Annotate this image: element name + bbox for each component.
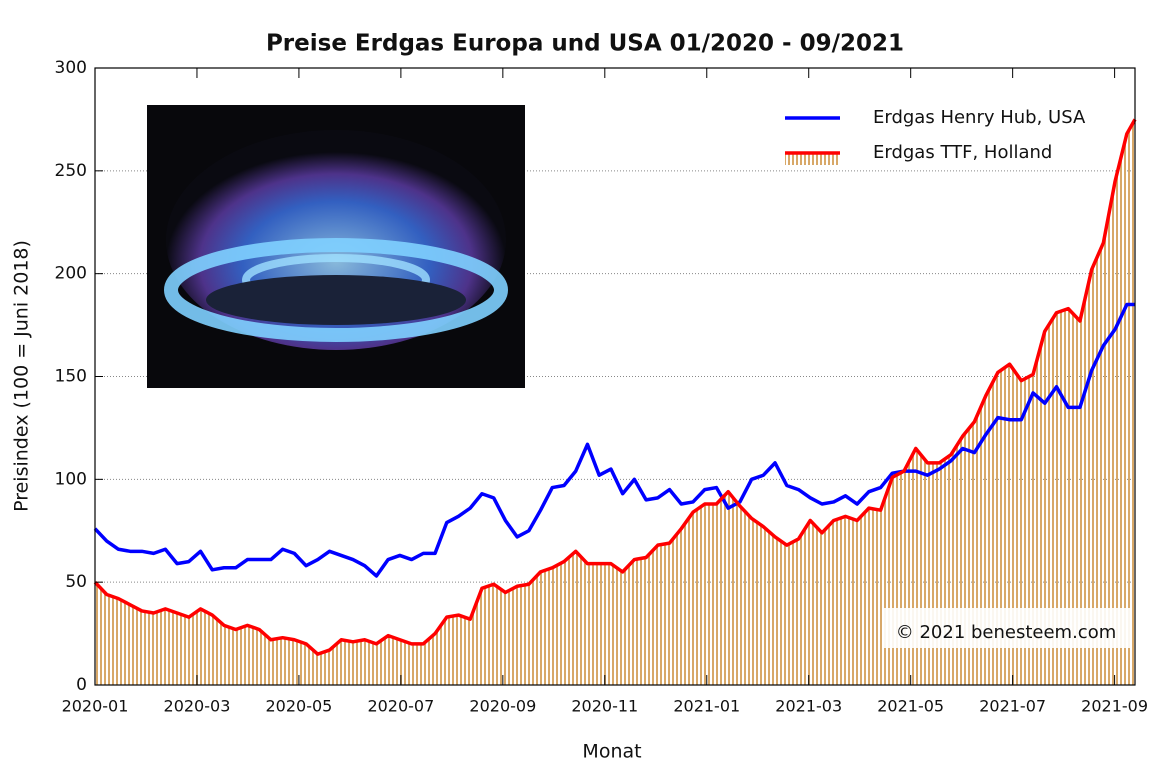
x-tick-label: 2021-01	[673, 697, 740, 716]
x-tick-label: 2020-05	[265, 697, 332, 716]
y-tick-label: 50	[65, 572, 87, 592]
x-tick-label: 2020-01	[62, 697, 129, 716]
area	[95, 119, 1135, 685]
x-tick-label: 2020-07	[367, 697, 434, 716]
y-tick-label: 0	[76, 675, 87, 695]
flame-photo	[147, 105, 525, 388]
legend-swatch-fill	[785, 153, 840, 165]
legend-label: Erdgas TTF, Holland	[873, 142, 1052, 163]
y-tick-label: 150	[55, 367, 87, 387]
y-tick-label: 300	[55, 58, 87, 78]
chart-title: Preise Erdgas Europa und USA 01/2020 - 0…	[266, 31, 904, 57]
x-tick-label: 2020-03	[164, 697, 231, 716]
y-tick-label: 200	[55, 264, 87, 284]
line	[93, 302, 1135, 578]
legend-label: Erdgas Henry Hub, USA	[873, 107, 1086, 128]
x-axis-label: Monat	[582, 741, 641, 763]
y-axis-label: Preisindex (100 = Juni 2018)	[11, 240, 33, 512]
x-tick-label: 2021-09	[1081, 697, 1148, 716]
x-tick-label: 2021-05	[877, 697, 944, 716]
annotation: © 2021 benesteem.com	[896, 622, 1117, 643]
line	[93, 118, 1137, 656]
y-tick-label: 250	[55, 161, 87, 181]
y-tick-label: 100	[55, 469, 87, 489]
x-tick-label: 2020-09	[469, 697, 536, 716]
x-tick-label: 2020-11	[571, 697, 638, 716]
annotation-box	[882, 608, 1130, 648]
x-tick-label: 2021-03	[775, 697, 842, 716]
x-tick-label: 2021-07	[979, 697, 1046, 716]
